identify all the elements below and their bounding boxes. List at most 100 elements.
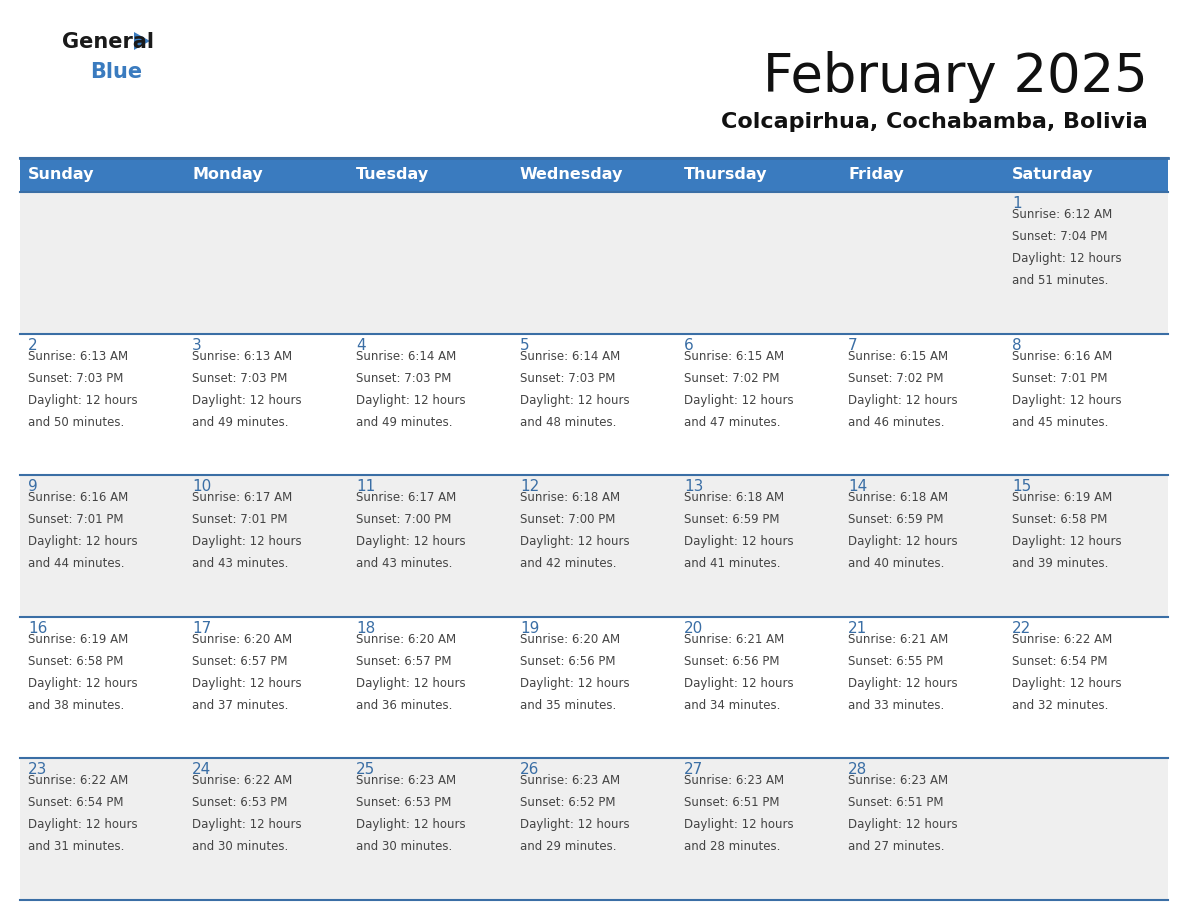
Text: Daylight: 12 hours: Daylight: 12 hours [192,819,302,832]
Bar [20,192,1168,333]
Text: Sunrise: 6:20 AM: Sunrise: 6:20 AM [356,633,456,645]
Text: Sunset: 7:00 PM: Sunset: 7:00 PM [520,513,615,526]
Text: Daylight: 12 hours: Daylight: 12 hours [356,394,466,407]
Text: Daylight: 12 hours: Daylight: 12 hours [848,394,958,407]
Text: Daylight: 12 hours: Daylight: 12 hours [520,535,630,548]
Text: and 49 minutes.: and 49 minutes. [356,416,453,429]
Text: and 42 minutes.: and 42 minutes. [520,557,617,570]
Text: Sunset: 6:58 PM: Sunset: 6:58 PM [29,655,124,667]
Text: Sunday: Sunday [29,167,95,183]
Text: and 46 minutes.: and 46 minutes. [848,416,944,429]
Text: Daylight: 12 hours: Daylight: 12 hours [848,677,958,689]
Text: 11: 11 [356,479,375,494]
Text: Daylight: 12 hours: Daylight: 12 hours [356,819,466,832]
Text: and 33 minutes.: and 33 minutes. [848,699,944,711]
Text: Daylight: 12 hours: Daylight: 12 hours [1012,677,1121,689]
Text: and 30 minutes.: and 30 minutes. [192,840,289,854]
Text: Sunset: 7:03 PM: Sunset: 7:03 PM [29,372,124,385]
Text: 18: 18 [356,621,375,636]
Text: Sunrise: 6:16 AM: Sunrise: 6:16 AM [29,491,128,504]
Text: Sunset: 7:00 PM: Sunset: 7:00 PM [356,513,451,526]
Text: 19: 19 [520,621,539,636]
Text: and 40 minutes.: and 40 minutes. [848,557,944,570]
Text: Sunset: 6:57 PM: Sunset: 6:57 PM [356,655,451,667]
Text: and 41 minutes.: and 41 minutes. [684,557,781,570]
Text: Sunset: 6:51 PM: Sunset: 6:51 PM [684,797,779,810]
Bar [20,158,1168,192]
Text: Sunrise: 6:19 AM: Sunrise: 6:19 AM [1012,491,1112,504]
Text: 25: 25 [356,763,375,778]
Text: and 30 minutes.: and 30 minutes. [356,840,453,854]
Text: Sunrise: 6:18 AM: Sunrise: 6:18 AM [520,491,620,504]
Text: and 43 minutes.: and 43 minutes. [192,557,289,570]
Bar [20,758,1168,900]
Text: Sunset: 7:04 PM: Sunset: 7:04 PM [1012,230,1107,243]
Text: Daylight: 12 hours: Daylight: 12 hours [192,535,302,548]
Text: 12: 12 [520,479,539,494]
Text: and 38 minutes.: and 38 minutes. [29,699,125,711]
Text: Daylight: 12 hours: Daylight: 12 hours [29,819,138,832]
Text: Sunrise: 6:23 AM: Sunrise: 6:23 AM [848,775,948,788]
Text: Daylight: 12 hours: Daylight: 12 hours [684,535,794,548]
Text: Daylight: 12 hours: Daylight: 12 hours [520,394,630,407]
Text: Sunset: 6:52 PM: Sunset: 6:52 PM [520,797,615,810]
Text: Sunrise: 6:21 AM: Sunrise: 6:21 AM [848,633,948,645]
Text: and 49 minutes.: and 49 minutes. [192,416,289,429]
Text: 27: 27 [684,763,703,778]
Text: 24: 24 [192,763,211,778]
Text: Sunrise: 6:13 AM: Sunrise: 6:13 AM [192,350,292,363]
Text: Sunset: 7:01 PM: Sunset: 7:01 PM [29,513,124,526]
Text: Sunrise: 6:19 AM: Sunrise: 6:19 AM [29,633,128,645]
Text: Daylight: 12 hours: Daylight: 12 hours [192,677,302,689]
Text: and 36 minutes.: and 36 minutes. [356,699,453,711]
Text: and 44 minutes.: and 44 minutes. [29,557,125,570]
Text: Sunset: 7:01 PM: Sunset: 7:01 PM [1012,372,1107,385]
Text: and 45 minutes.: and 45 minutes. [1012,416,1108,429]
Text: and 37 minutes.: and 37 minutes. [192,699,289,711]
Text: Daylight: 12 hours: Daylight: 12 hours [520,819,630,832]
Text: Sunrise: 6:18 AM: Sunrise: 6:18 AM [684,491,784,504]
Text: 9: 9 [29,479,38,494]
Text: 21: 21 [848,621,867,636]
Text: Saturday: Saturday [1012,167,1093,183]
Text: Sunset: 7:02 PM: Sunset: 7:02 PM [684,372,779,385]
Text: Sunset: 6:56 PM: Sunset: 6:56 PM [520,655,615,667]
Text: Sunset: 6:53 PM: Sunset: 6:53 PM [356,797,451,810]
Text: Daylight: 12 hours: Daylight: 12 hours [1012,394,1121,407]
Text: Sunset: 7:02 PM: Sunset: 7:02 PM [848,372,943,385]
Text: Colcapirhua, Cochabamba, Bolivia: Colcapirhua, Cochabamba, Bolivia [721,112,1148,132]
Text: Sunrise: 6:17 AM: Sunrise: 6:17 AM [192,491,292,504]
Text: and 48 minutes.: and 48 minutes. [520,416,617,429]
Text: and 34 minutes.: and 34 minutes. [684,699,781,711]
Text: Daylight: 12 hours: Daylight: 12 hours [848,535,958,548]
Text: 6: 6 [684,338,694,353]
Text: Blue: Blue [90,62,143,82]
Text: Daylight: 12 hours: Daylight: 12 hours [29,394,138,407]
Text: Sunset: 6:59 PM: Sunset: 6:59 PM [684,513,779,526]
Text: and 50 minutes.: and 50 minutes. [29,416,125,429]
Text: Sunset: 6:59 PM: Sunset: 6:59 PM [848,513,943,526]
Text: Sunset: 6:54 PM: Sunset: 6:54 PM [29,797,124,810]
Text: Sunrise: 6:22 AM: Sunrise: 6:22 AM [1012,633,1112,645]
Text: Sunrise: 6:18 AM: Sunrise: 6:18 AM [848,491,948,504]
Text: Sunrise: 6:22 AM: Sunrise: 6:22 AM [192,775,292,788]
Text: 26: 26 [520,763,539,778]
Text: Daylight: 12 hours: Daylight: 12 hours [684,394,794,407]
Text: Sunset: 6:56 PM: Sunset: 6:56 PM [684,655,779,667]
Text: Sunrise: 6:14 AM: Sunrise: 6:14 AM [356,350,456,363]
Text: 14: 14 [848,479,867,494]
Text: 13: 13 [684,479,703,494]
Text: Sunset: 7:03 PM: Sunset: 7:03 PM [520,372,615,385]
Text: 17: 17 [192,621,211,636]
Text: Daylight: 12 hours: Daylight: 12 hours [520,677,630,689]
Text: Daylight: 12 hours: Daylight: 12 hours [356,677,466,689]
Text: Daylight: 12 hours: Daylight: 12 hours [1012,535,1121,548]
Text: Sunset: 6:53 PM: Sunset: 6:53 PM [192,797,287,810]
Bar [20,476,1168,617]
Text: Sunrise: 6:13 AM: Sunrise: 6:13 AM [29,350,128,363]
Text: and 31 minutes.: and 31 minutes. [29,840,125,854]
Text: Sunrise: 6:20 AM: Sunrise: 6:20 AM [192,633,292,645]
Text: Sunrise: 6:17 AM: Sunrise: 6:17 AM [356,491,456,504]
Text: Friday: Friday [848,167,904,183]
Text: Sunset: 6:58 PM: Sunset: 6:58 PM [1012,513,1107,526]
